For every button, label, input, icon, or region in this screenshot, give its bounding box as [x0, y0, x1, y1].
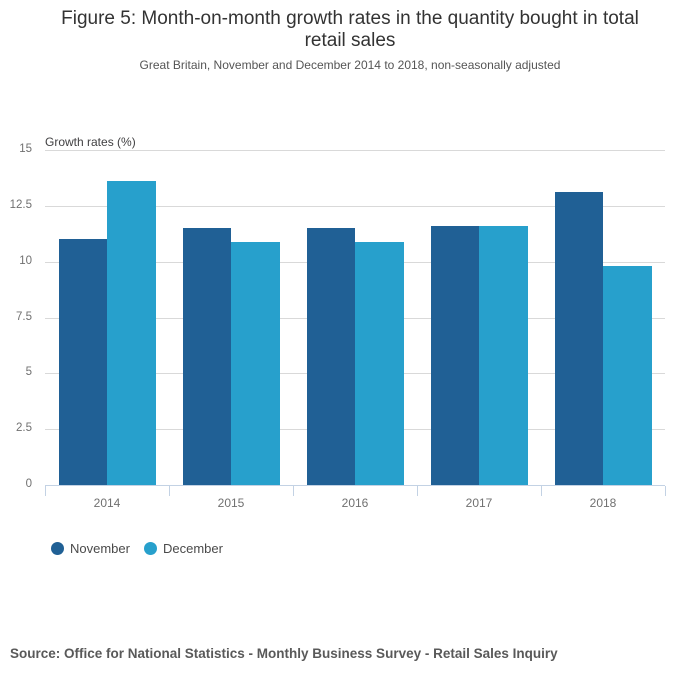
y-axis-tick-label: 0: [25, 478, 32, 490]
y-axis-tick-label: 15: [19, 143, 32, 155]
legend-label-november: November: [70, 541, 130, 556]
x-axis-label-2014: 2014: [93, 496, 121, 510]
y-axis-tick-label: 7.5: [16, 310, 32, 323]
bar-december-2018[interactable]: [603, 266, 652, 485]
x-axis-tick: [541, 486, 542, 496]
bar-november-2017[interactable]: [430, 225, 479, 485]
y-axis-title: Growth rates (%): [45, 135, 136, 149]
bar-november-2015[interactable]: [182, 228, 231, 485]
y-axis-tick-label: 2.5: [16, 422, 32, 435]
y-axis-tick-label: 10: [19, 254, 32, 267]
y-axis-tick-label: 12.5: [9, 198, 32, 211]
legend-swatch-november-icon: [51, 542, 64, 555]
x-axis-label-2015: 2015: [217, 496, 245, 510]
x-axis-tick: [293, 486, 294, 496]
x-axis-tick: [417, 486, 418, 496]
chart-title-line-1: Figure 5: Month-on-month growth rates in…: [61, 8, 639, 29]
bar-december-2017[interactable]: [479, 225, 528, 485]
legend-item-november[interactable]: November: [51, 541, 130, 556]
gridline-15: [45, 150, 665, 151]
gridline-12.5: [45, 205, 665, 207]
chart-title: Figure 5: Month-on-month growth rates in…: [0, 8, 700, 52]
bar-december-2015[interactable]: [231, 241, 280, 485]
legend-swatch-december-icon: [143, 542, 157, 555]
y-axis-tick-label: 5: [25, 366, 32, 379]
bar-november-2014[interactable]: [58, 239, 107, 485]
legend-item-december[interactable]: December: [143, 541, 223, 556]
chart-subtitle: Great Britain, November and December 201…: [139, 58, 561, 72]
x-axis-line: [45, 485, 665, 486]
bar-november-2018[interactable]: [554, 192, 603, 485]
x-axis-label-2018: 2018: [589, 496, 617, 510]
chart-title-line-2: retail sales: [304, 30, 396, 51]
x-axis-label-2016: 2016: [341, 496, 369, 510]
x-axis-tick: [169, 486, 170, 496]
bar-november-2016[interactable]: [306, 228, 355, 485]
source-note: Source: Office for National Statistics -…: [10, 646, 558, 661]
bar-december-2014[interactable]: [107, 181, 156, 485]
legend: November December: [51, 541, 223, 556]
x-axis-tick: [665, 486, 666, 496]
legend-label-december: December: [162, 541, 223, 556]
bar-december-2016[interactable]: [355, 241, 404, 485]
x-axis-label-2017: 2017: [465, 496, 493, 510]
x-axis-tick: [45, 486, 46, 496]
